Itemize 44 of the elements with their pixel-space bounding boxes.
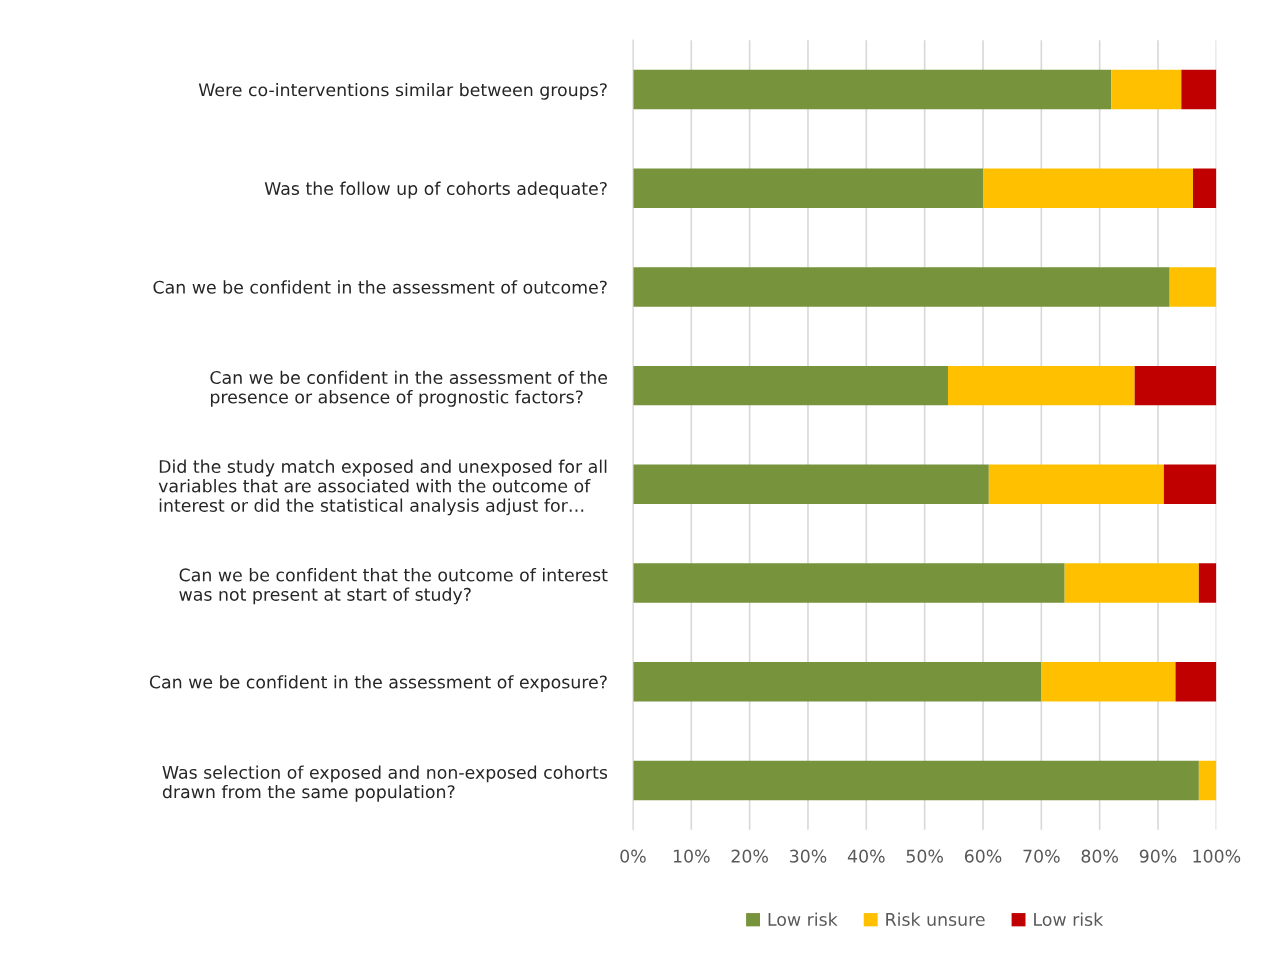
bar [632, 760, 1199, 801]
y-tick-label: Can we be confident in the assessment of outcome? [153, 280, 607, 294]
bar [1198, 563, 1217, 603]
legend-label: Low risk [768, 912, 838, 926]
y-tick-label: Did the study match exposed and unexposed for all variables that are associated with the outcome of interest or did the statistical analysis adjust for… [158, 459, 607, 516]
y-tick-label: Can we be confident in the assessment of exposure? [149, 675, 607, 692]
x-tick-label: 0% [620, 849, 646, 863]
bar [1193, 168, 1217, 208]
x-tick-label: 50% [906, 849, 943, 863]
x-tick-label: 60% [964, 849, 1002, 863]
bar [632, 662, 1042, 702]
bar [1181, 69, 1217, 110]
bar [988, 464, 1164, 505]
bar [1198, 760, 1217, 801]
bar [632, 464, 989, 505]
x-tick-label: 80% [1081, 849, 1118, 863]
bar [947, 365, 1135, 406]
x-tick-label: 70% [1023, 849, 1060, 863]
legend-label: Risk unsure [886, 912, 985, 926]
bar [632, 563, 1065, 603]
bar [632, 168, 983, 208]
x-tick-label: 40% [847, 849, 885, 863]
bar [632, 69, 1112, 110]
bar [632, 365, 948, 406]
x-tick-label: 100% [1193, 849, 1241, 863]
y-tick-label: Was selection of exposed and non-exposed cohorts drawn from the same population? [162, 765, 608, 802]
bar [982, 168, 1194, 208]
bar [1064, 563, 1199, 603]
bar [1175, 662, 1217, 702]
y-tick-label: Can we be confident that the outcome of interest was not present at start of study? [179, 568, 608, 605]
y-tick-label: Was the follow up of cohorts adequate? [264, 181, 607, 199]
bar [632, 267, 1170, 307]
bar [1163, 464, 1217, 505]
bar [1134, 365, 1217, 406]
bar [1111, 69, 1182, 110]
legend-label: Low risk [1034, 912, 1104, 926]
y-tick-label: Can we be confident in the assessment of the presence or absence of prognostic factors? [210, 370, 608, 407]
x-tick-label: 10% [673, 849, 710, 863]
bar [1169, 267, 1217, 307]
bar [1041, 662, 1176, 702]
x-tick-label: 90% [1139, 849, 1177, 863]
x-tick-label: 20% [731, 849, 768, 863]
x-tick-label: 30% [790, 849, 827, 863]
y-tick-label: Were co-interventions similar between groups? [198, 82, 607, 100]
